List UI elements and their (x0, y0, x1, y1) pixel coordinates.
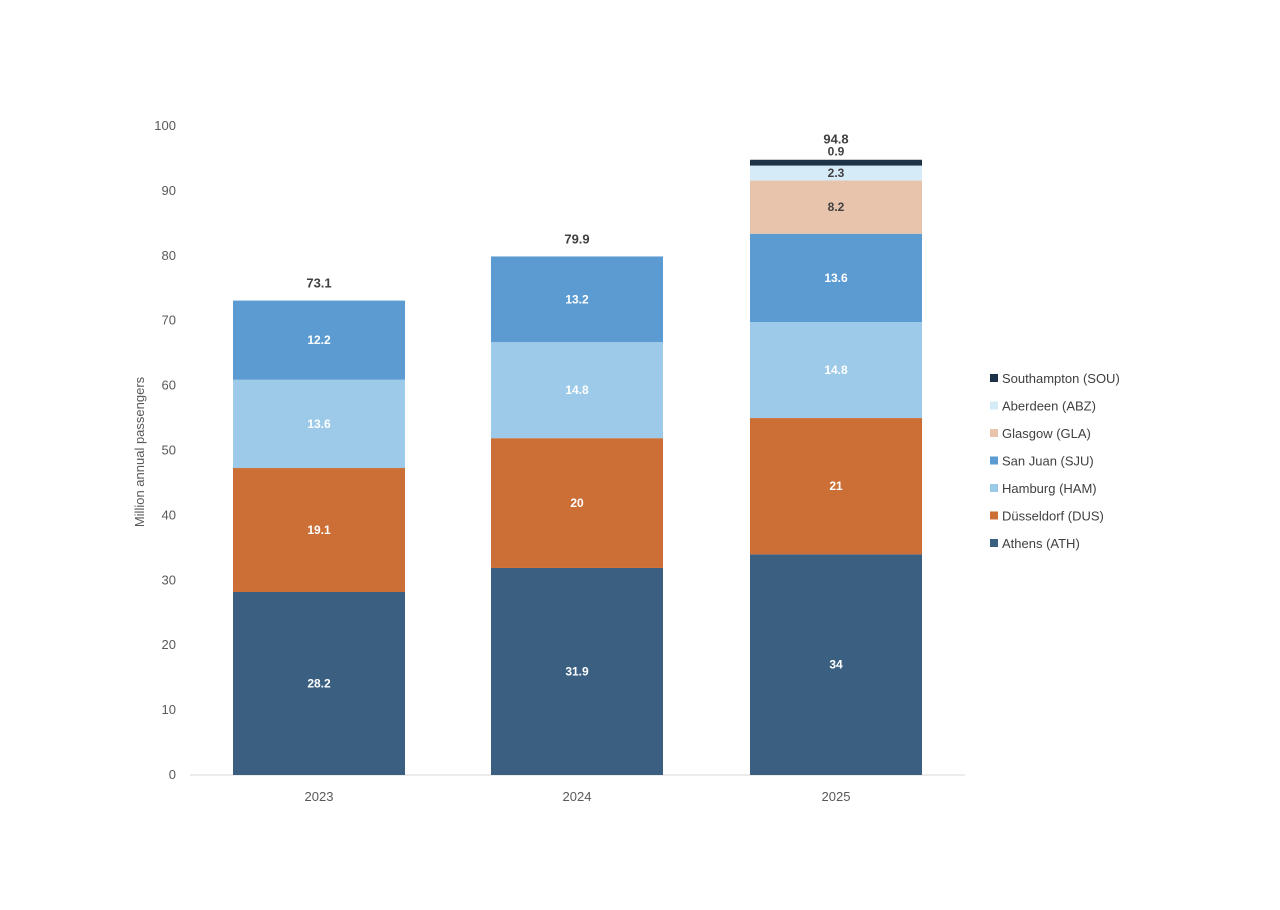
segment-value-label: 21 (829, 479, 843, 493)
legend-label: Glasgow (GLA) (1002, 426, 1091, 441)
segment-value-label: 14.8 (565, 383, 589, 397)
y-tick-label: 80 (162, 248, 176, 263)
y-tick-label: 40 (162, 507, 176, 522)
legend-swatch (990, 484, 998, 492)
legend-item: Düsseldorf (DUS) (990, 509, 1104, 524)
legend-item: Glasgow (GLA) (990, 426, 1091, 441)
y-tick-label: 90 (162, 183, 176, 198)
y-axis-label: Million annual passengers (132, 376, 147, 527)
x-tick-label: 2023 (305, 789, 334, 804)
bar-segment (750, 165, 922, 181)
segment-value-label: 14.8 (824, 363, 848, 377)
segment-value-label: 34 (829, 658, 843, 672)
segment-value-label: 13.2 (565, 292, 589, 306)
legend-swatch (990, 429, 998, 437)
legend-item: Southampton (SOU) (990, 371, 1120, 386)
segment-value-label: 28.2 (307, 676, 331, 690)
bar-stack: 28.2 19.1 13.6 12.2 73.1 (233, 276, 405, 775)
legend-item: Hamburg (HAM) (990, 481, 1097, 496)
bar-segment (491, 567, 663, 775)
segment-value-label: 8.2 (828, 200, 845, 214)
legend-label: Aberdeen (ABZ) (1002, 399, 1096, 414)
bar-segment (750, 180, 922, 234)
y-axis-ticks: 0 10 20 30 40 50 60 70 80 90 100 (154, 118, 176, 782)
segment-value-label: 31.9 (565, 664, 589, 678)
total-value-label: 73.1 (306, 276, 331, 291)
y-tick-label: 20 (162, 637, 176, 652)
legend-item: San Juan (SJU) (990, 454, 1094, 469)
bar-segment (233, 379, 405, 469)
x-axis-ticks: 2023 2024 2025 (305, 789, 851, 804)
x-tick-label: 2024 (563, 789, 592, 804)
y-tick-label: 70 (162, 313, 176, 328)
bar-segment (750, 321, 922, 419)
legend-label: San Juan (SJU) (1002, 454, 1094, 469)
y-tick-label: 50 (162, 443, 176, 458)
bar-stack: 31.9 20 14.8 13.2 79.9 (491, 231, 663, 775)
bar-segment (491, 438, 663, 568)
bar-segment (750, 554, 922, 775)
y-tick-label: 10 (162, 702, 176, 717)
y-tick-label: 100 (154, 118, 176, 133)
segment-value-label: 13.6 (824, 271, 848, 285)
segment-value-label: 2.3 (828, 166, 845, 180)
legend-swatch (990, 374, 998, 382)
total-value-label: 79.9 (564, 231, 589, 246)
bar-stacks: 28.2 19.1 13.6 12.2 73.1 31.9 20 14.8 13.2 79.9 34… (233, 132, 922, 775)
legend-item: Athens (ATH) (990, 536, 1080, 551)
segment-value-label: 0.9 (828, 145, 845, 159)
legend-swatch (990, 539, 998, 547)
x-tick-label: 2025 (822, 789, 851, 804)
legend-swatch (990, 456, 998, 465)
legend-label: Hamburg (HAM) (1002, 481, 1097, 496)
segment-value-label: 13.6 (307, 417, 331, 431)
legend-swatch (990, 401, 998, 410)
legend-label: Athens (ATH) (1002, 536, 1080, 551)
bar-segment (491, 256, 663, 343)
bar-segment (233, 468, 405, 592)
legend-swatch (990, 511, 998, 520)
segment-value-label: 12.2 (307, 333, 331, 347)
bar-segment (233, 591, 405, 775)
segment-value-label: 20 (570, 496, 584, 510)
legend-label: Düsseldorf (DUS) (1002, 509, 1104, 524)
bar-segment (750, 159, 922, 166)
y-tick-label: 0 (169, 767, 176, 782)
bar-stack: 34 21 14.8 13.6 8.2 2.3 0.994.8 (750, 132, 922, 775)
legend-item: Aberdeen (ABZ) (990, 399, 1096, 414)
bar-segment (750, 418, 922, 555)
total-value-label: 94.8 (823, 132, 848, 147)
segment-value-label: 19.1 (307, 523, 331, 537)
y-tick-label: 60 (162, 378, 176, 393)
legend-label: Southampton (SOU) (1002, 371, 1120, 386)
legend: Southampton (SOU) Aberdeen (ABZ) Glasgow (… (990, 371, 1120, 551)
y-tick-label: 30 (162, 572, 176, 587)
bar-segment (491, 342, 663, 439)
bar-segment (750, 233, 922, 322)
bar-segment (233, 300, 405, 380)
